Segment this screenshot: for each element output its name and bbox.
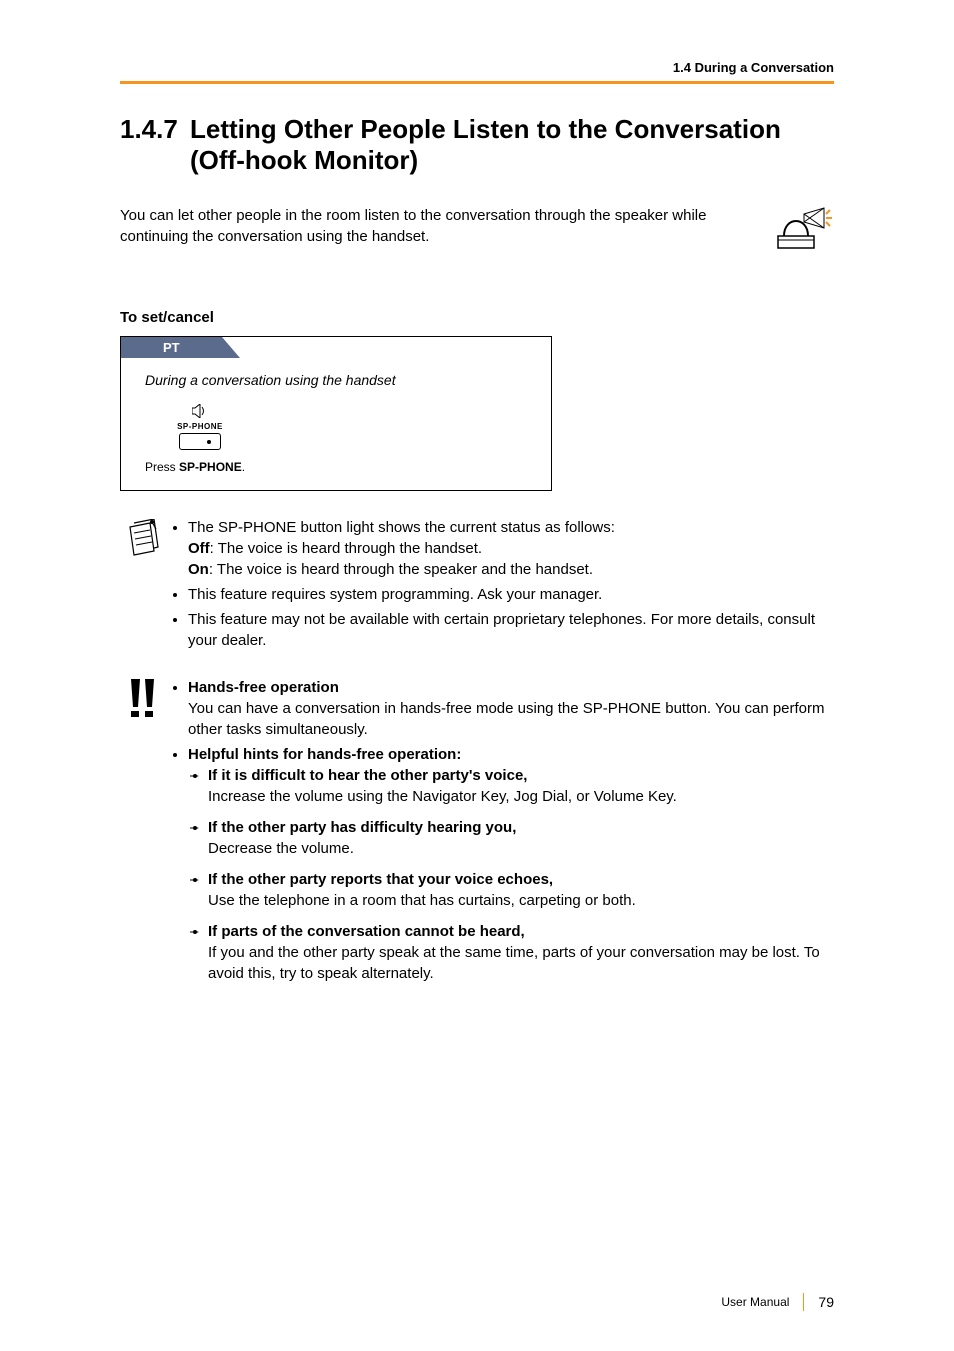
note-content: The SP-PHONE button light shows the curr… [168, 517, 834, 655]
section-title-row: 1.4.7 Letting Other People Listen to the… [120, 114, 834, 176]
intro-text: You can let other people in the room lis… [120, 206, 774, 247]
footer-label: User Manual [721, 1295, 789, 1309]
hint-item: If the other party reports that your voi… [208, 869, 834, 911]
sp-phone-button-diagram: SP-PHONE [145, 404, 255, 450]
hint-item: If the other party has difficulty hearin… [208, 817, 834, 859]
footer-divider [803, 1293, 804, 1311]
action-bold: SP-PHONE [179, 460, 242, 474]
hints-list-title: Helpful hints for hands-free operation: [188, 746, 461, 763]
hint-bold: If the other party has difficulty hearin… [208, 819, 516, 836]
hint-bold: If it is difficult to hear the other par… [208, 767, 527, 784]
procedure-body: During a conversation using the handset … [121, 358, 551, 490]
note-item: The SP-PHONE button light shows the curr… [188, 517, 834, 580]
hint-handsfree: Hands-free operation You can have a conv… [188, 677, 834, 740]
page: 1.4 During a Conversation 1.4.7 Letting … [0, 0, 954, 1351]
hint-item: If parts of the conversation cannot be h… [208, 921, 834, 984]
handsfree-title: Hands-free operation [188, 679, 339, 696]
speaker-icon [192, 404, 208, 422]
hint-body: Increase the volume using the Navigator … [208, 788, 677, 805]
note-block-info: The SP-PHONE button light shows the curr… [120, 517, 834, 655]
note-line: The SP-PHONE button light shows the curr… [188, 519, 615, 536]
sp-phone-key-icon [179, 433, 221, 450]
note-item: This feature may not be available with c… [188, 609, 834, 651]
note-on-label: On [188, 561, 209, 578]
header-breadcrumb: 1.4 During a Conversation [120, 60, 834, 75]
phone-speaker-icon [774, 206, 834, 259]
hint-bold: If the other party reports that your voi… [208, 871, 553, 888]
intro-row: You can let other people in the room lis… [120, 206, 834, 259]
hint-list-title-item: Helpful hints for hands-free operation: … [188, 744, 834, 984]
hints-block: Hands-free operation You can have a conv… [120, 677, 834, 994]
action-prefix: Press [145, 460, 179, 474]
page-footer: User Manual 79 [721, 1293, 834, 1311]
section-number: 1.4.7 [120, 114, 190, 145]
hint-body: If you and the other party speak at the … [208, 944, 820, 982]
hint-item: If it is difficult to hear the other par… [208, 765, 834, 807]
header-rule [120, 81, 834, 84]
action-suffix: . [242, 460, 245, 474]
note-on-text: : The voice is heard through the speaker… [209, 561, 593, 578]
hint-bold: If parts of the conversation cannot be h… [208, 923, 525, 940]
note-off-text: : The voice is heard through the handset… [210, 540, 482, 557]
hints-content: Hands-free operation You can have a conv… [168, 677, 834, 994]
note-pages-icon [120, 517, 168, 561]
subheading-set-cancel: To set/cancel [120, 309, 834, 326]
note-item: This feature requires system programming… [188, 584, 834, 605]
procedure-box: PT During a conversation using the hands… [120, 336, 552, 491]
footer-page-number: 79 [818, 1294, 834, 1310]
section-heading: Letting Other People Listen to the Conve… [190, 114, 834, 176]
hints-sublist: If it is difficult to hear the other par… [188, 765, 834, 984]
handsfree-body: You can have a conversation in hands-fre… [188, 700, 825, 738]
hint-body: Decrease the volume. [208, 840, 354, 857]
procedure-context: During a conversation using the handset [145, 372, 527, 388]
pt-tab: PT [120, 336, 222, 358]
note-off-label: Off [188, 540, 210, 557]
exclamation-icon [120, 677, 168, 719]
hint-body: Use the telephone in a room that has cur… [208, 892, 636, 909]
sp-phone-small-label: SP-PHONE [177, 422, 223, 431]
procedure-action: Press SP-PHONE. [145, 460, 527, 474]
